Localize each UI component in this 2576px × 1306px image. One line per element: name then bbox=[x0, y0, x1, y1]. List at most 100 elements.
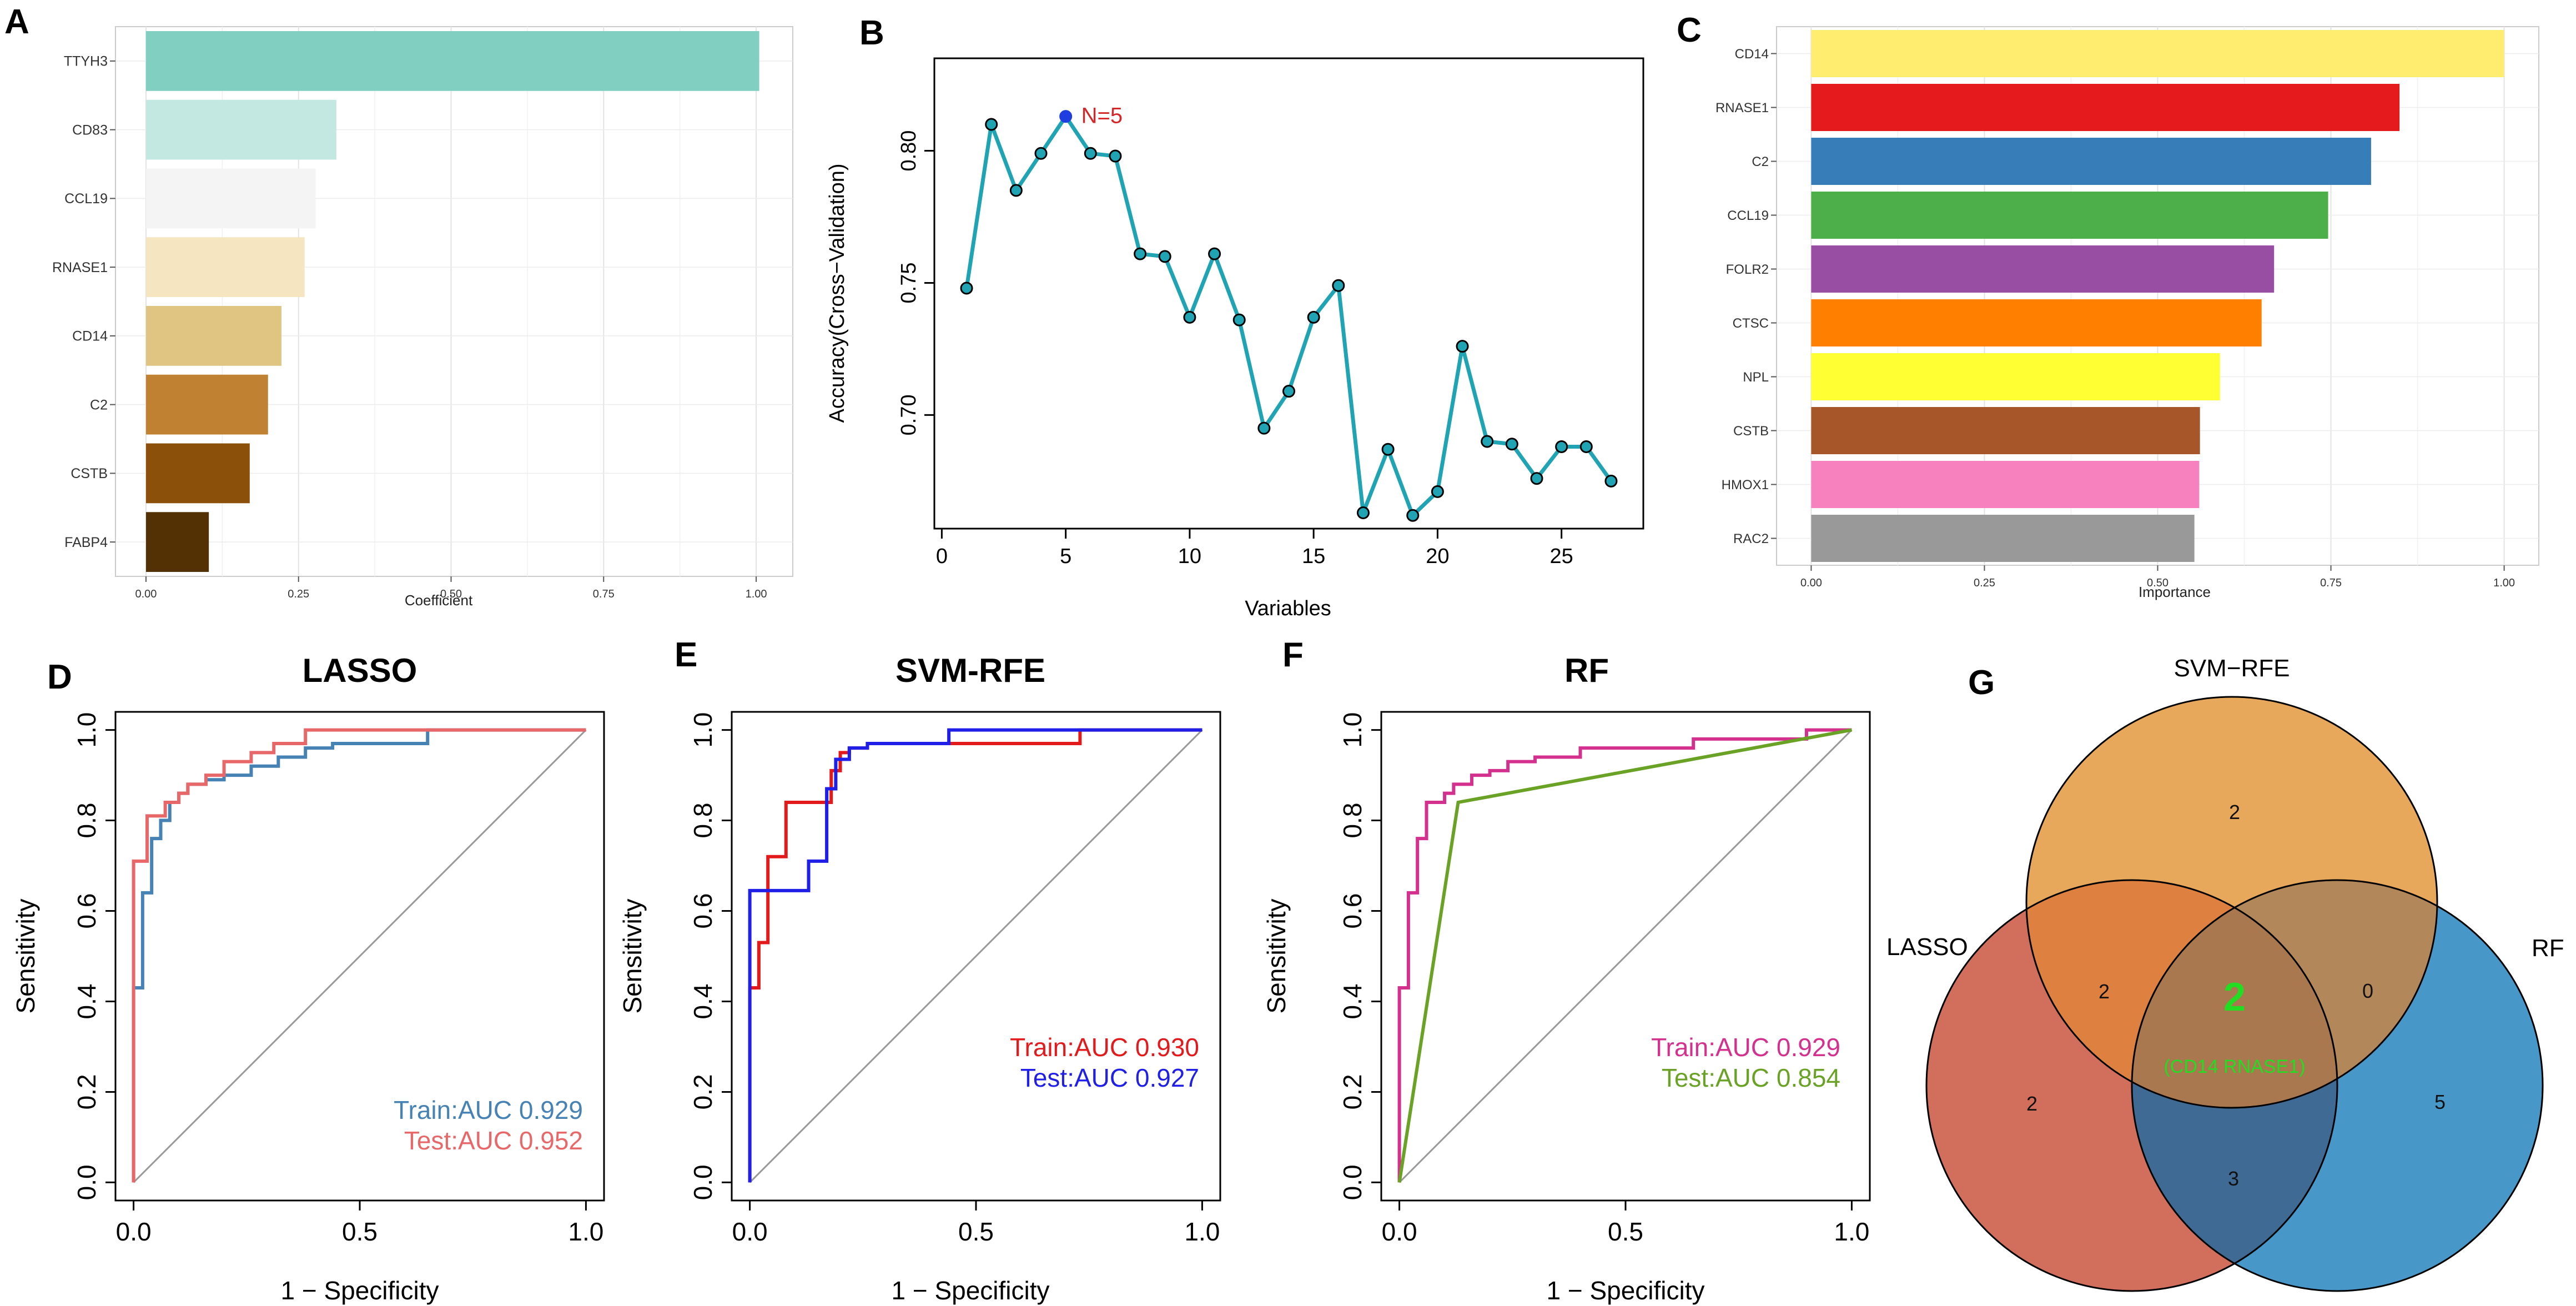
panel-a-bars bbox=[145, 31, 759, 572]
venn-count-svm-lasso: 2 bbox=[2099, 980, 2110, 1003]
x-tick-label: 0.5 bbox=[958, 1217, 994, 1246]
data-point bbox=[1456, 340, 1469, 353]
venn-region-all bbox=[2132, 880, 2337, 1108]
venn-count-svm-only: 2 bbox=[2229, 801, 2240, 823]
panel-d-lasso-roc: D LASSO 0.0 0.5 1.0 0.0 0.2 0.4 0.6 0.8 1.0 Trai… bbox=[11, 652, 605, 1305]
category-label-fabp4: FABP4 bbox=[64, 535, 108, 550]
panel-d-axes: 0.0 0.5 1.0 0.0 0.2 0.4 0.6 0.8 1.0 bbox=[72, 712, 603, 1246]
data-point bbox=[1232, 313, 1246, 326]
x-tick-label: 0 bbox=[936, 545, 948, 568]
data-point bbox=[1431, 485, 1444, 498]
x-tick-label: 0.5 bbox=[1608, 1217, 1643, 1246]
panel-e-x-axis-label: 1 − Specificity bbox=[891, 1276, 1049, 1305]
data-point bbox=[1505, 438, 1518, 451]
data-point bbox=[1282, 385, 1295, 398]
venn-count-lasso-only: 2 bbox=[2026, 1092, 2037, 1115]
category-label-cstb: CSTB bbox=[1733, 424, 1769, 439]
panel-g-venn-diagram: G SVM−RFE LASSO RF 2 2 5 2 0 3 2 (CD14 R… bbox=[1886, 655, 2564, 1292]
panel-e-test-auc-label: Test:AUC 0.927 bbox=[1020, 1063, 1199, 1092]
data-point bbox=[1356, 506, 1370, 519]
panel-d-title: LASSO bbox=[303, 652, 417, 689]
data-point bbox=[1604, 474, 1618, 488]
x-tick-label: 1.00 bbox=[2493, 577, 2515, 589]
category-label-cstb: CSTB bbox=[71, 466, 108, 481]
bar-ccl19 bbox=[1811, 192, 2328, 239]
data-point bbox=[1009, 184, 1023, 197]
venn-count-svm-rf: 0 bbox=[2362, 980, 2373, 1002]
panel-d-test-roc-curve bbox=[132, 728, 586, 1183]
category-label-npl: NPL bbox=[1743, 370, 1769, 385]
panel-f-reference-diagonal bbox=[1398, 729, 1853, 1183]
bar-npl bbox=[1811, 353, 2220, 400]
panel-f-y-axis-label: Sensitivity bbox=[1262, 898, 1291, 1013]
venn-set-label-rf: RF bbox=[2532, 935, 2564, 962]
venn-outline-lasso bbox=[1925, 879, 2338, 1292]
x-tick-label: 0.00 bbox=[135, 588, 157, 600]
x-tick-label: 1.00 bbox=[746, 588, 767, 600]
data-point bbox=[1332, 279, 1345, 292]
bar-rnase1 bbox=[145, 237, 305, 297]
x-tick-label: 0.0 bbox=[732, 1217, 768, 1246]
x-tick-label: 0.75 bbox=[593, 588, 615, 600]
y-tick-label: 0.75 bbox=[897, 262, 920, 303]
panel-b-plot-box bbox=[933, 57, 1644, 530]
bar-rnase1 bbox=[1811, 84, 2400, 131]
category-label-ctsc: CTSC bbox=[1733, 316, 1769, 331]
panel-d-y-axis-label: Sensitivity bbox=[11, 898, 40, 1013]
x-tick-label: 0.00 bbox=[1800, 577, 1822, 589]
data-point bbox=[985, 118, 998, 131]
x-tick-label: 20 bbox=[1426, 545, 1449, 568]
x-tick-label: 0.0 bbox=[1382, 1217, 1417, 1246]
data-point bbox=[1579, 440, 1593, 453]
panel-f-rf-roc: F RF 0.0 0.5 1.0 0.0 0.2 0.4 0.6 0.8 1.0 Train:A… bbox=[1262, 636, 1871, 1305]
x-tick-label: 0.50 bbox=[440, 588, 462, 600]
panel-e-y-axis-label: Sensitivity bbox=[618, 898, 647, 1013]
bar-ctsc bbox=[1811, 299, 2262, 346]
x-tick-label: 0.25 bbox=[1974, 577, 1995, 589]
panel-c-bars bbox=[1811, 30, 2504, 562]
category-label-folr2: FOLR2 bbox=[1726, 262, 1769, 277]
bar-cstb bbox=[1811, 407, 2200, 454]
venn-count-rf-only: 5 bbox=[2434, 1091, 2446, 1113]
y-tick-label: 0.6 bbox=[1338, 893, 1367, 929]
category-label-rnase1: RNASE1 bbox=[52, 260, 108, 275]
y-tick-label: 0.70 bbox=[897, 394, 920, 435]
data-point bbox=[1530, 472, 1543, 485]
panel-b-points bbox=[960, 110, 1618, 522]
y-tick-label: 0.0 bbox=[72, 1164, 101, 1200]
bar-folr2 bbox=[1811, 245, 2275, 293]
bar-ccl19 bbox=[145, 168, 316, 229]
venn-shared-genes-label: (CD14 RNASE1) bbox=[2164, 1056, 2305, 1077]
bar-cd83 bbox=[145, 99, 336, 160]
data-point bbox=[1158, 250, 1171, 263]
panel-c-category-labels: CD14 RNASE1 C2 CCL19 FOLR2 CTSC NPL CSTB HMOX1 RA… bbox=[1715, 47, 1777, 546]
panel-e-svm-rfe-roc: E SVM-RFE 0.0 0.5 1.0 0.0 0.2 0.4 0.6 0.8 1.0 Tr… bbox=[618, 636, 1221, 1305]
data-point bbox=[1134, 247, 1147, 260]
y-tick-label: 0.4 bbox=[688, 984, 717, 1019]
category-label-cd14: CD14 bbox=[72, 329, 108, 344]
category-label-c2: C2 bbox=[90, 397, 108, 413]
data-point bbox=[1406, 509, 1420, 522]
x-tick-label: 0.5 bbox=[342, 1217, 378, 1246]
x-tick-label: 25 bbox=[1550, 545, 1573, 568]
category-label-ccl19: CCL19 bbox=[1727, 208, 1769, 223]
panel-f-train-auc-label: Train:AUC 0.929 bbox=[1651, 1033, 1840, 1062]
y-tick-label: 0.4 bbox=[72, 984, 101, 1019]
panel-a-x-ticks: 0.00 0.25 0.50 0.75 1.00 bbox=[135, 576, 767, 600]
venn-count-lasso-rf: 3 bbox=[2228, 1167, 2239, 1190]
bar-c2 bbox=[1811, 138, 2371, 185]
x-tick-label: 0.50 bbox=[2147, 577, 2169, 589]
panel-b-svm-rfe-accuracy-chart: B 0 5 10 15 20 25 0.70 0.75 0.80 Variables Accur… bbox=[826, 14, 1644, 620]
panel-c-x-axis-label: Importance bbox=[2139, 584, 2211, 600]
panel-f-x-axis-label: 1 − Specificity bbox=[1546, 1276, 1704, 1305]
y-tick-label: 0.4 bbox=[1338, 984, 1367, 1019]
category-label-c2: C2 bbox=[1752, 154, 1769, 169]
data-point bbox=[1481, 435, 1494, 448]
data-point bbox=[1257, 421, 1271, 435]
panel-b-axes: 0 5 10 15 20 25 0.70 0.75 0.80 bbox=[897, 130, 1573, 568]
data-point bbox=[1183, 310, 1196, 324]
panel-f-train-roc-curve bbox=[1397, 728, 1852, 1183]
bar-cd14 bbox=[145, 306, 281, 366]
panel-letter-c: C bbox=[1677, 11, 1702, 49]
